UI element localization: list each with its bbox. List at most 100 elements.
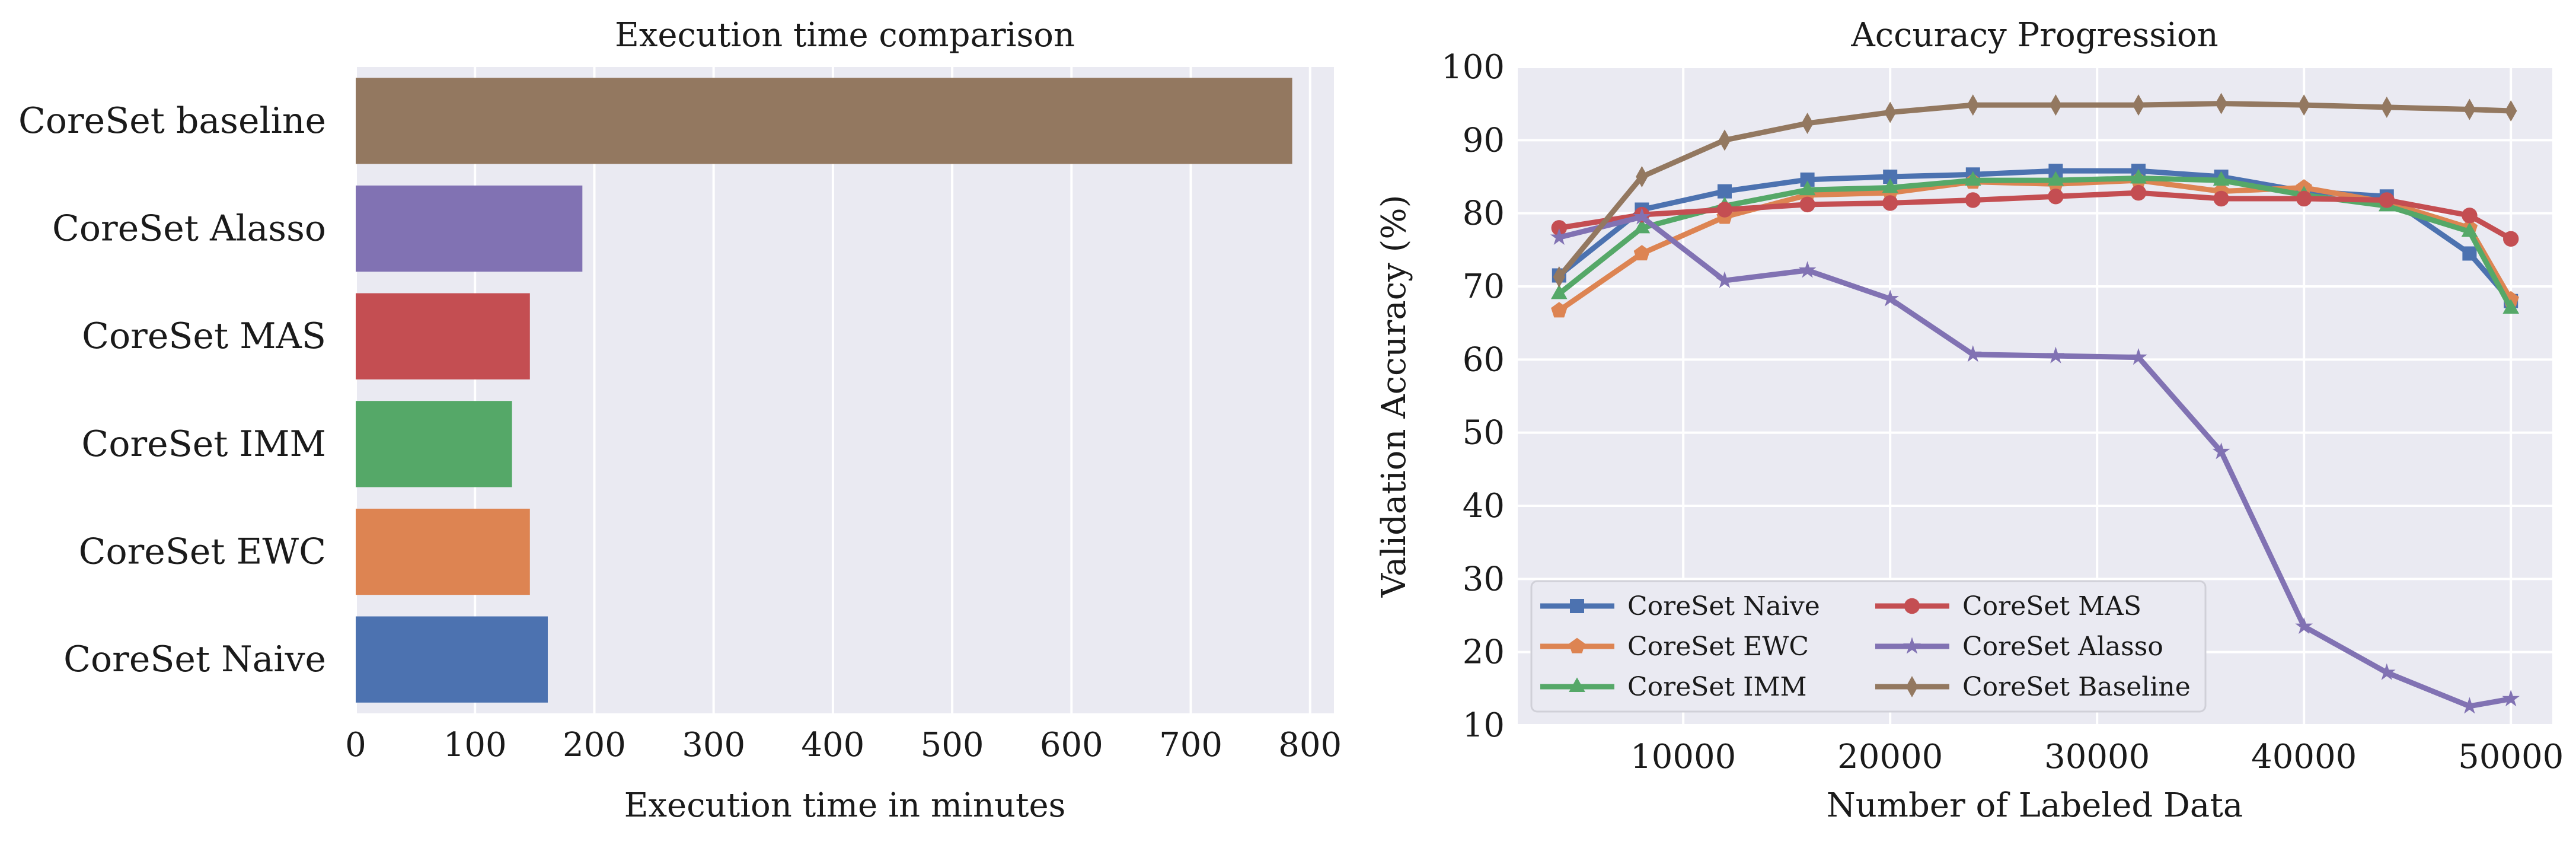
- series-coreset-mas: [1551, 184, 2519, 247]
- data-point: [1636, 166, 1648, 187]
- data-point: [2503, 231, 2519, 247]
- legend-label: CoreSet EWC: [1627, 632, 1809, 662]
- data-point: [2050, 94, 2062, 116]
- bar-x-tick-label: 800: [1278, 726, 1342, 764]
- bar: [356, 293, 530, 380]
- bar-plot-area: [356, 67, 1334, 713]
- legend-label: CoreSet Baseline: [1962, 672, 2191, 702]
- data-point: [1716, 271, 1734, 288]
- bar-category-label: CoreSet IMM: [81, 423, 326, 465]
- bar-x-tick-label: 100: [443, 726, 507, 764]
- data-point: [2295, 617, 2313, 634]
- data-point: [1905, 676, 1919, 697]
- legend-item: CoreSet Naive: [1540, 591, 1820, 621]
- bar: [356, 401, 512, 487]
- data-point: [1882, 178, 1898, 193]
- data-point: [2462, 246, 2477, 261]
- data-point: [2502, 299, 2519, 314]
- data-point: [2461, 222, 2478, 237]
- data-point: [2460, 697, 2479, 714]
- bar-x-tick-labels: 0 100 200 300 400 500 600 700 800: [345, 726, 1342, 764]
- data-point: [1881, 289, 1900, 307]
- data-point: [1799, 180, 1816, 196]
- legend: CoreSet Naive CoreSet EWC CoreSet IMM CoreS…: [1530, 580, 2207, 713]
- bar-category-label: CoreSet EWC: [79, 531, 326, 573]
- bar-x-tick-label: 300: [682, 726, 745, 764]
- data-point: [1718, 184, 1732, 199]
- bar: [356, 508, 530, 595]
- data-point: [1884, 101, 1897, 123]
- bar: [356, 616, 548, 703]
- legend-label: CoreSet IMM: [1627, 672, 1807, 702]
- line-x-tick-labels: 10000 20000 30000 40000 50000: [1630, 738, 2564, 776]
- bar-x-tick-label: 400: [801, 726, 864, 764]
- data-point: [1798, 261, 1817, 278]
- bar: [356, 185, 583, 272]
- line-y-tick-label: 20: [1463, 633, 1505, 672]
- data-point: [2212, 442, 2230, 460]
- data-point: [1633, 218, 1651, 234]
- line-series: [1550, 93, 2520, 714]
- data-point: [1551, 220, 1567, 236]
- data-point: [1904, 598, 1920, 614]
- bar: [356, 78, 1292, 164]
- line-chart: 10000 20000 30000 40000 50000 10 20 30 40 50 60 70…: [1375, 16, 2564, 825]
- series-coreset-baseline: [1553, 93, 2517, 288]
- line-x-tick-label: 20000: [1837, 738, 1943, 776]
- data-point: [2213, 171, 2230, 186]
- bar-category-label: CoreSet Alasso: [52, 208, 326, 250]
- data-point: [2462, 208, 2478, 224]
- bar-category-label: CoreSet baseline: [18, 100, 326, 142]
- data-point: [1718, 129, 1731, 151]
- data-point: [1570, 599, 1584, 613]
- data-point: [2463, 98, 2476, 120]
- data-point: [2377, 663, 2396, 680]
- line-y-tick-label: 50: [1463, 414, 1505, 452]
- line-chart-title: Accuracy Progression: [1850, 16, 2218, 55]
- data-point: [1799, 196, 1815, 213]
- data-point: [1801, 112, 1814, 134]
- bar-series: [356, 78, 1292, 703]
- line-x-tick-label: 10000: [1630, 738, 1736, 776]
- line-x-tick-label: 30000: [2044, 738, 2150, 776]
- data-point: [2298, 94, 2310, 116]
- data-point: [2130, 168, 2147, 184]
- bar-category-label: CoreSet MAS: [82, 315, 326, 357]
- data-point: [1903, 637, 1921, 654]
- data-point: [1569, 637, 1585, 653]
- line-y-tick-label: 90: [1463, 121, 1505, 160]
- bar-x-tick-label: 200: [563, 726, 626, 764]
- bar-x-tick-label: 0: [345, 726, 366, 764]
- bar-x-axis-label: Execution time in minutes: [624, 786, 1066, 825]
- data-point: [1551, 284, 1568, 299]
- bar-x-tick-label: 700: [1159, 726, 1222, 764]
- data-point: [1551, 302, 1568, 318]
- legend-item: CoreSet IMM: [1540, 672, 1807, 702]
- data-point: [1633, 245, 1651, 261]
- data-point: [2379, 192, 2395, 208]
- legend-label: CoreSet Alasso: [1962, 632, 2163, 662]
- line-y-tick-label: 40: [1463, 487, 1505, 525]
- legend-box: [1530, 580, 2207, 713]
- data-point: [1964, 345, 1982, 362]
- data-point: [2047, 346, 2065, 363]
- legend-item: CoreSet MAS: [1875, 591, 2141, 621]
- data-point: [2505, 100, 2517, 122]
- line-y-tick-label: 100: [1441, 48, 1505, 87]
- bar-chart: 0 100 200 300 400 500 600 700 800 CoreSet baseli…: [18, 16, 1342, 825]
- line-y-tick-label: 60: [1463, 340, 1505, 379]
- bar-category-labels: CoreSet baseline CoreSet Alasso CoreSet MA…: [18, 100, 326, 680]
- data-point: [2048, 189, 2064, 205]
- data-point: [1965, 192, 1981, 208]
- line-gridlines: [1518, 66, 2552, 726]
- bar-x-tick-label: 500: [921, 726, 984, 764]
- data-point: [2130, 184, 2147, 201]
- data-point: [1716, 202, 1733, 218]
- data-point: [1967, 94, 1979, 116]
- data-point: [1965, 171, 1981, 186]
- bar-x-tick-label: 600: [1040, 726, 1103, 764]
- legend-item: CoreSet Baseline: [1875, 672, 2191, 702]
- line-y-axis-label: Validation Accuracy (%): [1375, 195, 1413, 598]
- data-point: [2502, 690, 2520, 707]
